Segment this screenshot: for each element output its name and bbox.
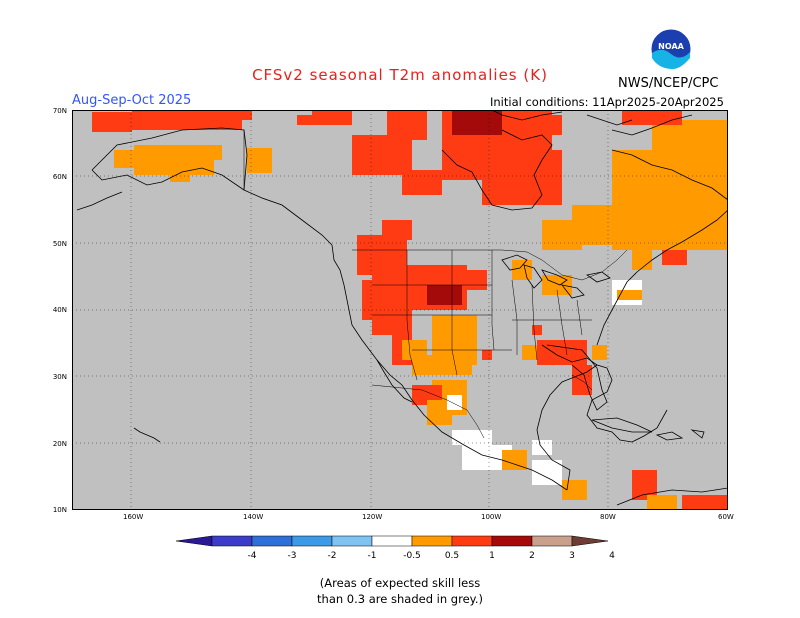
anomaly-cell: [427, 285, 462, 305]
logo-text: NOAA: [658, 42, 684, 51]
initial-conditions: Initial conditions: 11Apr2025-20Apr2025: [490, 95, 724, 109]
lon-label-160w: 160W: [123, 513, 144, 521]
lat-label-10n: 10N: [52, 506, 67, 514]
anomaly-cell: [382, 220, 412, 240]
anomaly-cells: [92, 110, 728, 510]
lon-label-80w: 80W: [600, 513, 616, 521]
anomaly-cell: [522, 115, 562, 135]
colorbar: -4 -3 -2 -1 -0.5 0.5 1 2 3 4: [175, 535, 615, 561]
colorbar-tick-label: 4: [609, 551, 615, 561]
skill-note-line-1: (Areas of expected skill less: [319, 576, 481, 590]
anomaly-cell: [297, 115, 312, 125]
anomaly-cell: [452, 430, 492, 445]
anomaly-cell: [467, 270, 487, 290]
skill-note-line-2: than 0.3 are shaded in grey.): [317, 592, 483, 606]
colorbar-tick-label: -2: [328, 551, 337, 561]
political-borders: [243, 130, 628, 439]
grid-lines: [72, 110, 728, 510]
anomaly-cell: [632, 250, 652, 270]
anomaly-cell: [482, 350, 492, 360]
anomaly-cell: [702, 210, 728, 240]
colorbar-tick-label: -1: [368, 551, 377, 561]
anomaly-cell: [502, 450, 527, 470]
colorbar-tick-label: -0.5: [403, 551, 421, 561]
anomaly-cell: [132, 110, 242, 130]
anomaly-cell: [92, 112, 132, 132]
anomaly-cell: [572, 365, 592, 395]
colorbar-tick-label: 2: [529, 551, 535, 561]
skill-note: (Areas of expected skill less than 0.3 a…: [0, 575, 800, 607]
anomaly-cell: [387, 110, 427, 140]
noaa-logo: NOAA: [650, 28, 692, 70]
colorbar-tick-label: 1: [489, 551, 495, 561]
anomaly-cell: [242, 110, 252, 120]
anomaly-cell: [682, 495, 728, 510]
lon-label-60w: 60W: [718, 513, 734, 521]
anomaly-cell: [357, 235, 407, 275]
colorbar-arrow-left: [175, 535, 213, 547]
anomaly-cell: [362, 280, 377, 320]
anomaly-cell: [402, 170, 442, 195]
anomaly-cell: [562, 480, 587, 500]
anomaly-cell: [522, 345, 537, 360]
colorbar-segment: [251, 535, 293, 547]
anomaly-cell: [482, 150, 562, 205]
map-title: CFSv2 seasonal T2m anomalies (K): [252, 66, 548, 84]
lat-label-30n: 30N: [52, 373, 67, 381]
anomaly-cell: [542, 220, 582, 250]
anomaly-cell: [312, 110, 352, 125]
anomaly-cell: [532, 325, 542, 335]
anomaly-cell: [662, 250, 687, 265]
colorbar-segment: [211, 535, 253, 547]
lon-label-120w: 120W: [362, 513, 383, 521]
colorbar-segment: [491, 535, 533, 547]
colorbar-segment: [331, 535, 373, 547]
anomaly-cell: [617, 290, 642, 300]
colorbar-segment: [411, 535, 453, 547]
colorbar-segment: [291, 535, 333, 547]
anomaly-cell: [647, 495, 677, 510]
anomaly-cell: [372, 275, 412, 335]
anomaly-cell: [512, 260, 532, 280]
lon-label-100w: 100W: [481, 513, 502, 521]
lon-label-140w: 140W: [243, 513, 264, 521]
anomaly-cell: [452, 110, 502, 135]
colorbar-arrow-right: [571, 535, 609, 547]
anomaly-map: [72, 110, 728, 510]
anomaly-cell: [212, 145, 222, 160]
map-frame: [72, 110, 728, 510]
anomaly-cell: [247, 148, 272, 173]
forecast-period: Aug-Sep-Oct 2025: [72, 93, 192, 108]
colorbar-tick-label: -3: [288, 551, 297, 561]
anomaly-cell: [542, 275, 572, 295]
colorbar-tick-label: 3: [569, 551, 575, 561]
lat-label-70n: 70N: [52, 107, 67, 115]
organization-label: NWS/NCEP/CPC: [618, 76, 719, 91]
anomaly-cell: [537, 340, 587, 365]
colorbar-segment: [451, 535, 493, 547]
anomaly-cell: [592, 345, 607, 360]
colorbar-tick-label: 0.5: [445, 551, 459, 561]
anomaly-cell: [447, 395, 462, 410]
lat-label-60n: 60N: [52, 173, 67, 181]
anomaly-cell: [114, 150, 134, 168]
lat-label-20n: 20N: [52, 440, 67, 448]
lat-label-40n: 40N: [52, 306, 67, 314]
anomaly-cell: [622, 110, 682, 125]
lat-label-50n: 50N: [52, 240, 67, 248]
colorbar-tick-label: -4: [248, 551, 257, 561]
anomaly-cell: [652, 120, 728, 160]
anomaly-cell: [352, 135, 412, 175]
colorbar-segment: [531, 535, 573, 547]
colorbar-segment: [371, 535, 413, 547]
coastlines: [76, 110, 728, 506]
